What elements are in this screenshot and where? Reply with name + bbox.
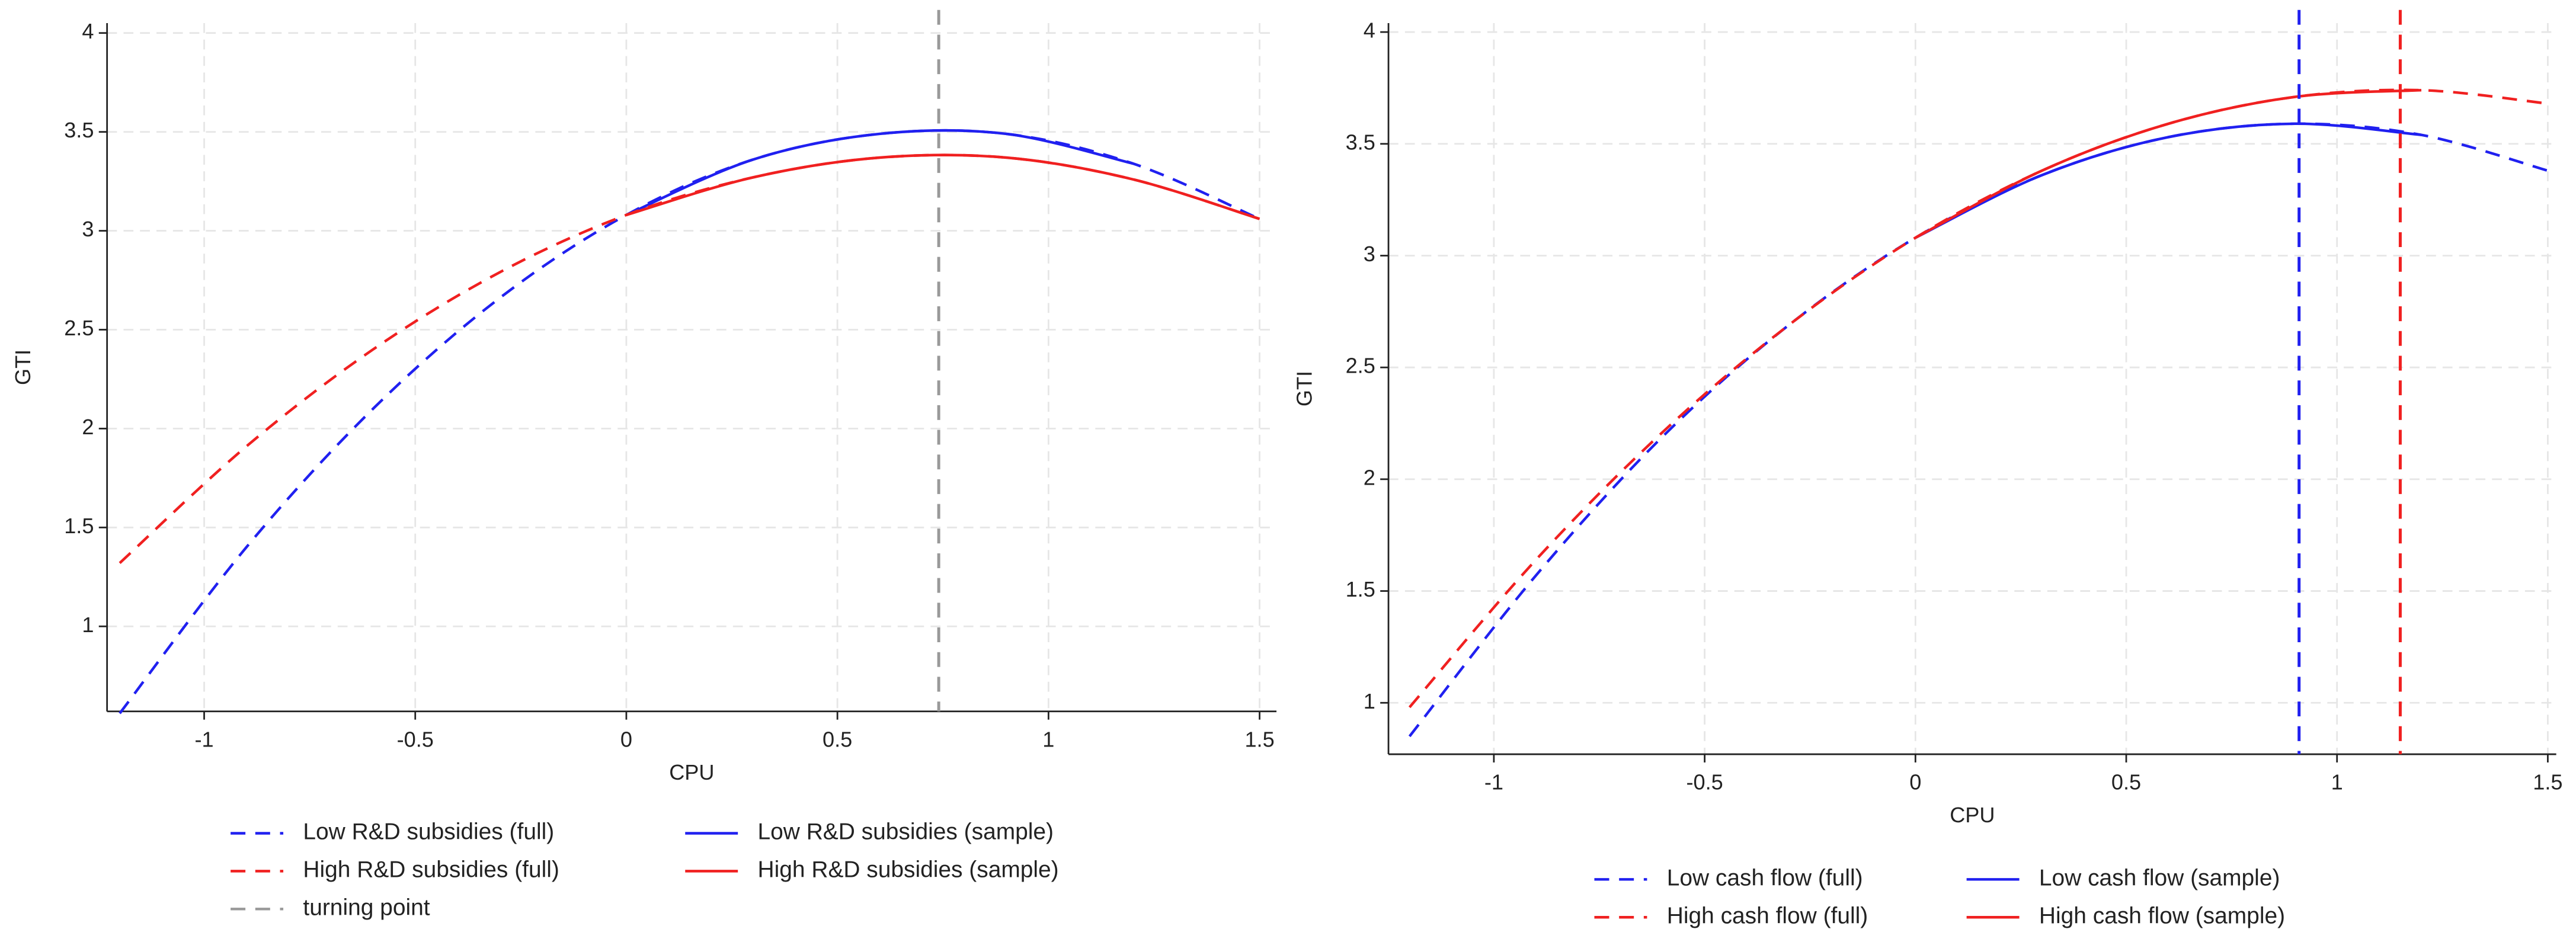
y-tick-label: 3 [82,217,94,241]
legend-label: High cash flow (sample) [2039,903,2285,929]
x-axis-label: CPU [1950,803,1995,827]
y-tick-label: 4 [82,19,94,43]
legend-label: High R&D subsidies (full) [303,857,559,883]
y-tick-label: 4 [1364,18,1375,43]
y-tick-label: 1.5 [64,514,94,538]
legend-label: Low R&D subsidies (full) [303,819,554,845]
legend-label: turning point [303,895,430,921]
x-tick-label: -1 [1484,770,1503,794]
y-tick-label: 1.5 [1346,577,1375,601]
series-line [626,153,1260,220]
legend-label: Low cash flow (full) [1667,866,1863,891]
y-axis-label: GTI [11,350,35,385]
x-tick-label: -0.5 [397,727,434,751]
x-tick-label: 0 [1909,770,1921,794]
y-tick-label: 1 [1364,689,1375,713]
chart-panel: 1 1.5 2 2.5 3 3.5 4 -1 -0.5 0 0.5 1 1.5 CPU GTI Low cas… [1292,9,2563,929]
x-tick-label: 1.5 [2533,770,2562,794]
x-tick-label: 1 [2331,770,2343,794]
series-line [119,153,1260,565]
y-tick-label: 2.5 [64,316,94,340]
y-tick-label: 3.5 [1346,130,1375,154]
x-tick-label: -0.5 [1686,770,1723,794]
legend-label: High R&D subsidies (sample) [758,857,1059,883]
x-tick-label: 0.5 [823,727,852,751]
legend-label: Low cash flow (sample) [2039,866,2280,891]
y-axis-label: GTI [1292,371,1317,406]
series-line [1408,88,2548,709]
series-line [1408,122,2549,738]
legend-label: Low R&D subsidies (sample) [758,819,1054,845]
y-tick-label: 2 [1364,465,1375,489]
x-tick-label: 1 [1042,727,1054,751]
y-tick-label: 3 [1364,242,1375,266]
x-tick-label: 0 [620,727,632,751]
series-line [626,129,1134,216]
x-axis-label: CPU [669,760,714,784]
y-tick-label: 2 [82,415,94,439]
y-tick-label: 3.5 [64,118,94,142]
legend-label: High cash flow (full) [1667,903,1868,929]
chart-panel: 1 1.5 2 2.5 3 3.5 4 -1 -0.5 0 0.5 1 1.5 CPU GTI Low R&D… [11,9,1277,921]
x-tick-label: 0.5 [2111,770,2141,794]
y-tick-label: 1 [82,613,94,637]
x-tick-label: 1.5 [1244,727,1274,751]
series-line [1915,122,2422,239]
series-line [1915,88,2422,239]
x-tick-label: -1 [194,727,213,751]
y-tick-label: 2.5 [1346,354,1375,378]
